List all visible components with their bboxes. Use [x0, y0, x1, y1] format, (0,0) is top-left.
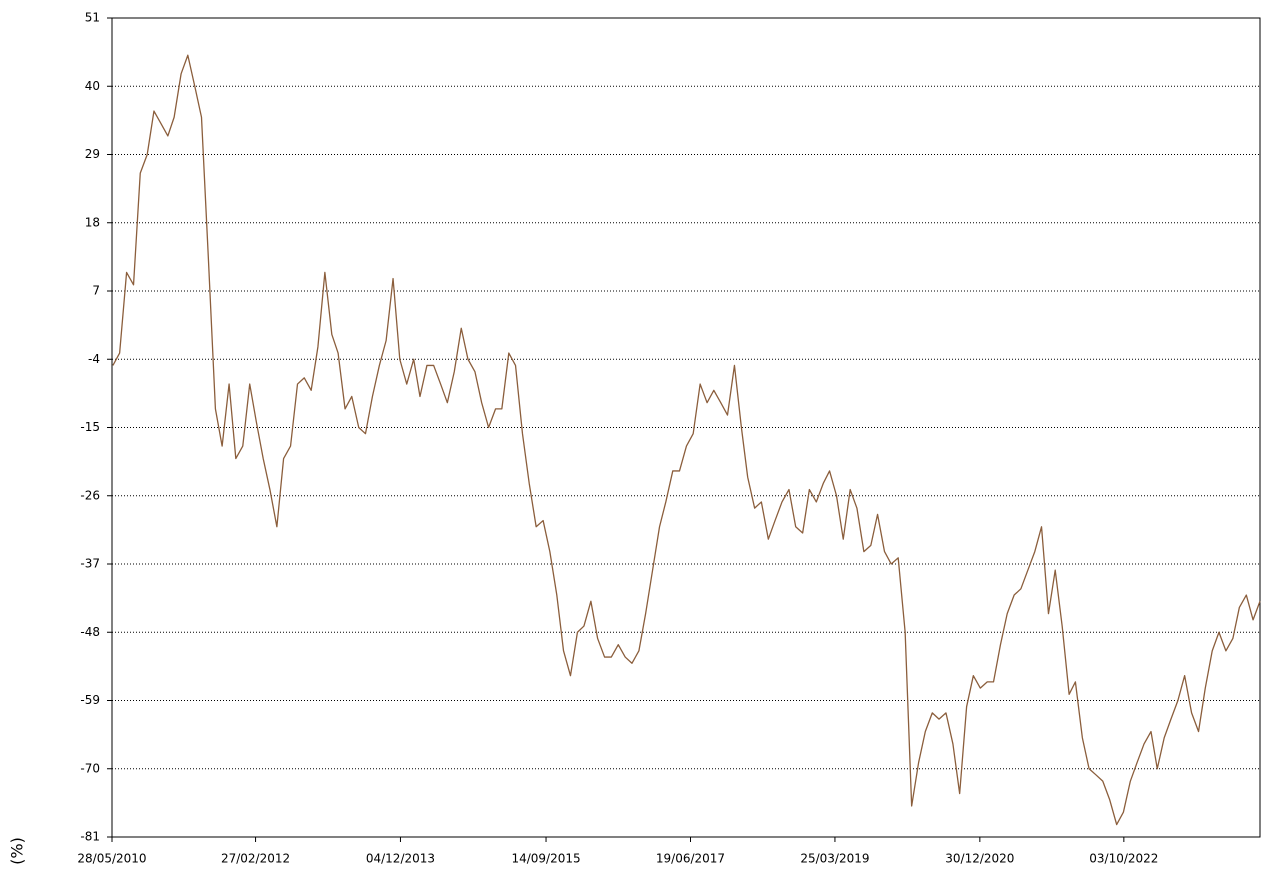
x-tick-label: 30/12/2020 — [945, 852, 1014, 866]
x-tick-label: 04/12/2013 — [366, 852, 435, 866]
y-tick-label: 18 — [85, 215, 100, 229]
x-tick-label: 27/02/2012 — [221, 852, 290, 866]
y-axis-label: (%) — [8, 837, 27, 865]
y-tick-label: -48 — [80, 625, 100, 639]
y-tick-label: 51 — [85, 11, 100, 25]
x-tick-label: 14/09/2015 — [511, 852, 580, 866]
y-tick-label: -4 — [88, 352, 100, 366]
y-tick-label: 7 — [92, 284, 100, 298]
x-tick-label: 28/05/2010 — [77, 852, 146, 866]
x-tick-label: 19/06/2017 — [656, 852, 725, 866]
y-tick-label: -15 — [80, 420, 100, 434]
y-tick-label: -81 — [80, 830, 100, 844]
y-tick-label: -59 — [80, 693, 100, 707]
y-tick-label: -37 — [80, 557, 100, 571]
x-tick-label: 03/10/2022 — [1089, 852, 1158, 866]
data-line — [112, 54, 1261, 826]
y-tick-label: -70 — [80, 761, 100, 775]
y-tick-label: 40 — [85, 79, 100, 93]
y-tick-label: -26 — [80, 488, 100, 502]
x-tick-label: 25/03/2019 — [800, 852, 869, 866]
y-tick-label: 29 — [85, 147, 100, 161]
